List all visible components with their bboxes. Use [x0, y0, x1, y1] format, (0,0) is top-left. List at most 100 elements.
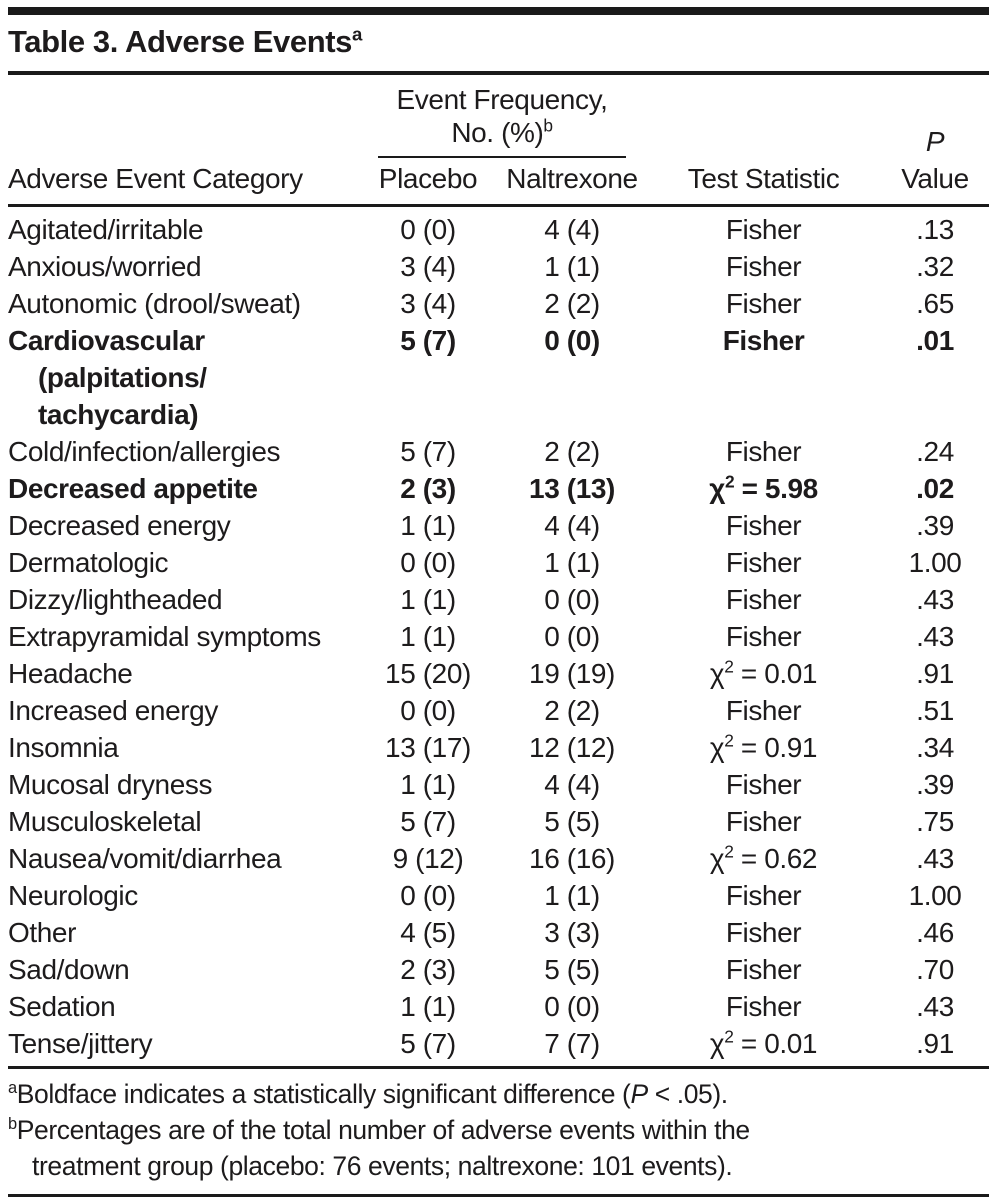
naltrexone-count-cell: 1 (1)	[544, 880, 600, 911]
p-value-header-top: P	[881, 75, 989, 158]
p-value-cell: 1.00	[908, 880, 962, 911]
naltrexone-count-cell: 4 (4)	[544, 214, 600, 245]
p-value-cell: .13	[916, 214, 954, 245]
placebo-count-cell: 0 (0)	[400, 547, 456, 578]
adverse-event-category-cell: Anxious/worried	[8, 251, 202, 282]
naltrexone-count-cell: 4 (4)	[544, 510, 600, 541]
table-row: Dizzy/lightheaded 1 (1) 0 (0) Fisher .43	[8, 581, 989, 618]
footnote-line: treatment group (placebo: 76 events; nal…	[32, 1151, 733, 1181]
p-value-cell: 1.00	[908, 547, 962, 578]
p-value-cell: .65	[916, 288, 954, 319]
column-header-p-value: Value	[881, 158, 990, 207]
naltrexone-count-cell: 2 (2)	[544, 288, 600, 319]
p-value-cell: .24	[916, 436, 954, 467]
test-statistic-cell: χ2 = 5.98	[709, 471, 818, 504]
test-statistic-cell: Fisher	[725, 806, 802, 837]
adverse-event-category-cell: Increased energy	[8, 695, 218, 726]
p-value-cell: .91	[916, 658, 954, 689]
placebo-count-cell: 1 (1)	[400, 510, 456, 541]
p-value-cell: .43	[916, 584, 954, 615]
header-spanner-row: Event Frequency, No. (%)b P	[8, 75, 989, 158]
adverse-event-category-cell: Tense/jittery	[8, 1028, 153, 1059]
naltrexone-count-cell: 3 (3)	[544, 917, 600, 948]
placebo-count-cell: 1 (1)	[400, 621, 456, 652]
test-statistic-cell: Fisher	[725, 621, 802, 652]
test-statistic-cell: χ2 = 0.01	[709, 1026, 818, 1059]
p-value-cell: .43	[916, 843, 954, 874]
naltrexone-count-cell: 1 (1)	[544, 251, 600, 282]
adverse-event-category-cell: Extrapyramidal symptoms	[8, 621, 321, 652]
adverse-event-category-cell: Dizzy/lightheaded	[8, 584, 223, 615]
p-symbol: P	[925, 126, 945, 157]
placebo-count-cell: 3 (4)	[400, 288, 456, 319]
table-title: Table 3. Adverse Eventsa	[8, 15, 989, 71]
table-row: Agitated/irritable 0 (0) 4 (4) Fisher .13	[8, 206, 989, 249]
placebo-count-cell: 15 (20)	[385, 658, 471, 689]
placebo-count-cell: 2 (3)	[400, 473, 456, 504]
adverse-event-category-cell: Sedation	[8, 991, 116, 1022]
p-value-cell: .43	[916, 621, 954, 652]
footnote-a: aBoldface indicates a statistically sign…	[8, 1076, 989, 1112]
adverse-event-category-cell: Neurologic	[8, 880, 138, 911]
naltrexone-count-cell: 0 (0)	[544, 621, 600, 652]
placebo-count-cell: 1 (1)	[400, 769, 456, 800]
test-statistic-cell: χ2 = 0.01	[709, 656, 818, 689]
naltrexone-count-cell: 12 (12)	[529, 732, 615, 763]
adverse-event-category-cell: Musculoskeletal	[8, 806, 202, 837]
table-row: Tense/jittery 5 (7) 7 (7) χ2 = 0.01 .91	[8, 1025, 989, 1066]
column-header-test-statistic: Test Statistic	[646, 158, 882, 207]
p-value-cell: .43	[916, 991, 954, 1022]
table-row: Autonomic (drool/sweat) 3 (4) 2 (2) Fisher.…	[8, 285, 989, 322]
table-row: Musculoskeletal 5 (7) 5 (5) Fisher .75	[8, 803, 989, 840]
table-header: Event Frequency, No. (%)b P Adverse Even…	[8, 75, 990, 207]
test-statistic-cell: Fisher	[725, 436, 802, 467]
p-value-cell: .75	[916, 806, 954, 837]
footnote-b: bPercentages are of the total number of …	[8, 1112, 989, 1184]
naltrexone-count-cell: 0 (0)	[544, 991, 600, 1022]
title-divider	[8, 71, 989, 75]
table-row: Insomnia 13 (17) 12 (12) χ2 = 0.91 .34	[8, 729, 989, 766]
test-statistic-cell: Fisher	[722, 325, 805, 356]
adverse-event-category-cell: Nausea/vomit/diarrhea	[8, 843, 282, 874]
column-header-category: Adverse Event Category	[8, 158, 358, 207]
p-value-cell: .70	[916, 954, 954, 985]
spanner-line2: No. (%)	[451, 117, 544, 148]
naltrexone-count-cell: 4 (4)	[544, 769, 600, 800]
naltrexone-count-cell: 1 (1)	[544, 547, 600, 578]
placebo-count-cell: 5 (7)	[400, 1028, 456, 1059]
event-frequency-spanner-box: Event Frequency, No. (%)b	[378, 75, 627, 158]
naltrexone-count-cell: 5 (5)	[544, 954, 600, 985]
test-statistic-cell: Fisher	[725, 695, 802, 726]
placebo-count-cell: 13 (17)	[385, 732, 471, 763]
test-statistic-cell: Fisher	[725, 251, 802, 282]
header-spacer-test-statistic	[646, 75, 881, 158]
table-row: Other 4 (5) 3 (3) Fisher .46	[8, 914, 989, 951]
adverse-events-table: Event Frequency, No. (%)b P Adverse Even…	[8, 75, 990, 1067]
footnote-marker: a	[8, 1079, 17, 1098]
adverse-event-category-cell: Sad/down	[8, 954, 130, 985]
placebo-count-cell: 9 (12)	[392, 843, 464, 874]
adverse-event-category-cell: Mucosal dryness	[8, 769, 213, 800]
test-statistic-cell: Fisher	[725, 954, 802, 985]
table-row: Cold/infection/allergies 5 (7) 2 (2) Fisher…	[8, 433, 989, 470]
naltrexone-count-cell: 0 (0)	[544, 325, 600, 356]
naltrexone-count-cell: 7 (7)	[544, 1028, 600, 1059]
table-body: Agitated/irritable 0 (0) 4 (4) Fisher .13 Anx…	[8, 206, 989, 1067]
table-title-text: Table 3. Adverse Events	[8, 24, 353, 59]
table-row: Increased energy 0 (0) 2 (2) Fisher .51	[8, 692, 989, 729]
p-value-cell: .32	[916, 251, 954, 282]
spanner-line1: Event Frequency,	[396, 84, 608, 115]
p-value-cell: .91	[916, 1028, 954, 1059]
table-row: Nausea/vomit/diarrhea 9 (12) 16 (16) χ2 = 0…	[8, 840, 989, 877]
p-value-cell: .46	[916, 917, 954, 948]
adverse-event-category-cell: Agitated/irritable	[8, 214, 204, 245]
test-statistic-cell: Fisher	[725, 547, 802, 578]
placebo-count-cell: 5 (7)	[400, 806, 456, 837]
placebo-count-cell: 0 (0)	[400, 695, 456, 726]
naltrexone-count-cell: 2 (2)	[544, 695, 600, 726]
placebo-count-cell: 5 (7)	[400, 325, 456, 356]
placebo-count-cell: 1 (1)	[400, 584, 456, 615]
p-value-cell: .39	[916, 510, 954, 541]
top-rule-bar	[8, 7, 989, 15]
